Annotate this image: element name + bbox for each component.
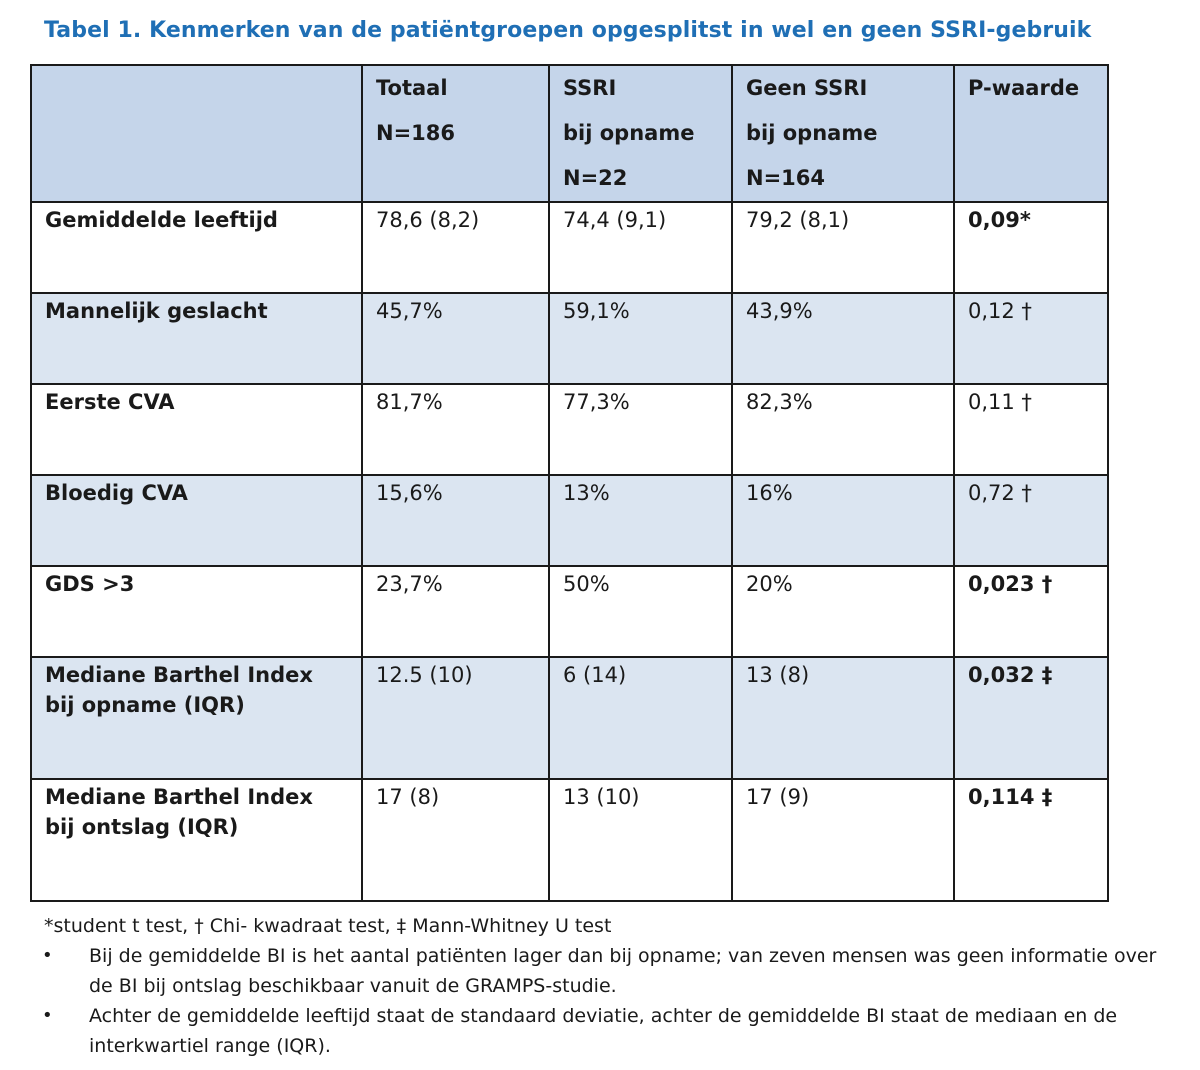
row-label-line: Bloedig CVA (45, 481, 188, 505)
table-row: Mediane Barthel Index bij ontslag (IQR) … (30, 778, 1109, 902)
cell-ssri: 77,3% (548, 383, 733, 476)
cell-geen-ssri: 13 (8) (731, 656, 955, 780)
list-item-text: Bij de gemiddelde BI is het aantal patië… (89, 945, 1157, 997)
table-row: Mannelijk geslacht 45,7% 59,1% 43,9% 0,1… (30, 292, 1109, 385)
row-label-line: Mannelijk geslacht (45, 299, 268, 323)
footnote: *student t test, † Chi- kwadraat test, ‡… (44, 915, 612, 937)
header-cell-totaal: Totaal N=186 (361, 64, 550, 203)
cell-totaal: 12.5 (10) (361, 656, 550, 780)
cell-p-waarde: 0,023 † (953, 565, 1109, 658)
row-label-line: Mediane Barthel Index (45, 663, 313, 687)
header-cell-p-waarde: P-waarde (953, 64, 1109, 203)
cell-totaal: 17 (8) (361, 778, 550, 902)
header-line: N=164 (746, 166, 826, 190)
table-row: Bloedig CVA 15,6% 13% 16% 0,72 † (30, 474, 1109, 567)
header-line: Geen SSRI (746, 76, 868, 100)
cell-totaal: 81,7% (361, 383, 550, 476)
cell-ssri: 50% (548, 565, 733, 658)
table-row: Gemiddelde leeftijd 78,6 (8,2) 74,4 (9,1… (30, 201, 1109, 294)
table-header-row: Totaal N=186 SSRI bij opname N=22 Geen S… (30, 64, 1109, 203)
row-label: Gemiddelde leeftijd (30, 201, 363, 294)
cell-totaal: 78,6 (8,2) (361, 201, 550, 294)
cell-geen-ssri: 16% (731, 474, 955, 567)
table-notes: *student t test, † Chi- kwadraat test, ‡… (42, 911, 1184, 1061)
list-item: • Achter de gemiddelde leeftijd staat de… (42, 1001, 1184, 1061)
header-line: SSRI (563, 76, 617, 100)
cell-ssri: 59,1% (548, 292, 733, 385)
cell-ssri: 6 (14) (548, 656, 733, 780)
row-label: Mediane Barthel Index bij opname (IQR) (30, 656, 363, 780)
cell-ssri: 13% (548, 474, 733, 567)
cell-totaal: 23,7% (361, 565, 550, 658)
list-item-text: Achter de gemiddelde leeftijd staat de s… (89, 1005, 1118, 1057)
row-label: Bloedig CVA (30, 474, 363, 567)
cell-totaal: 45,7% (361, 292, 550, 385)
cell-ssri: 13 (10) (548, 778, 733, 902)
row-label-line: Eerste CVA (45, 390, 175, 414)
row-label: GDS >3 (30, 565, 363, 658)
row-label: Mediane Barthel Index bij ontslag (IQR) (30, 778, 363, 902)
cell-p-waarde: 0,72 † (953, 474, 1109, 567)
header-line: bij opname (563, 121, 695, 145)
cell-geen-ssri: 79,2 (8,1) (731, 201, 955, 294)
cell-geen-ssri: 17 (9) (731, 778, 955, 902)
header-line: N=186 (376, 121, 456, 145)
table-title: Tabel 1. Kenmerken van de patiëntgroepen… (44, 18, 1092, 43)
notes-list: • Bij de gemiddelde BI is het aantal pat… (42, 941, 1184, 1061)
characteristics-table: Totaal N=186 SSRI bij opname N=22 Geen S… (30, 64, 1109, 902)
cell-p-waarde: 0,09* (953, 201, 1109, 294)
header-cell-geen-ssri: Geen SSRI bij opname N=164 (731, 64, 955, 203)
header-line: Totaal (376, 76, 448, 100)
list-item: • Bij de gemiddelde BI is het aantal pat… (42, 941, 1184, 1001)
row-label-line: bij opname (IQR) (45, 693, 245, 717)
row-label: Eerste CVA (30, 383, 363, 476)
header-cell-ssri: SSRI bij opname N=22 (548, 64, 733, 203)
row-label-line: Gemiddelde leeftijd (45, 208, 278, 232)
cell-p-waarde: 0,114 ‡ (953, 778, 1109, 902)
cell-geen-ssri: 43,9% (731, 292, 955, 385)
header-line: bij opname (746, 121, 878, 145)
cell-p-waarde: 0,032 ‡ (953, 656, 1109, 780)
cell-p-waarde: 0,12 † (953, 292, 1109, 385)
bullet-icon: • (42, 1005, 53, 1026)
row-label-line: bij ontslag (IQR) (45, 815, 239, 839)
table-row: GDS >3 23,7% 50% 20% 0,023 † (30, 565, 1109, 658)
row-label-line: GDS >3 (45, 572, 135, 596)
table-row: Mediane Barthel Index bij opname (IQR) 1… (30, 656, 1109, 780)
cell-geen-ssri: 82,3% (731, 383, 955, 476)
row-label: Mannelijk geslacht (30, 292, 363, 385)
cell-p-waarde: 0,11 † (953, 383, 1109, 476)
cell-totaal: 15,6% (361, 474, 550, 567)
header-line: P-waarde (968, 76, 1080, 100)
cell-ssri: 74,4 (9,1) (548, 201, 733, 294)
table-row: Eerste CVA 81,7% 77,3% 82,3% 0,11 † (30, 383, 1109, 476)
row-label-line: Mediane Barthel Index (45, 785, 313, 809)
header-cell-label (30, 64, 363, 203)
header-line: N=22 (563, 166, 628, 190)
cell-geen-ssri: 20% (731, 565, 955, 658)
bullet-icon: • (42, 945, 53, 966)
